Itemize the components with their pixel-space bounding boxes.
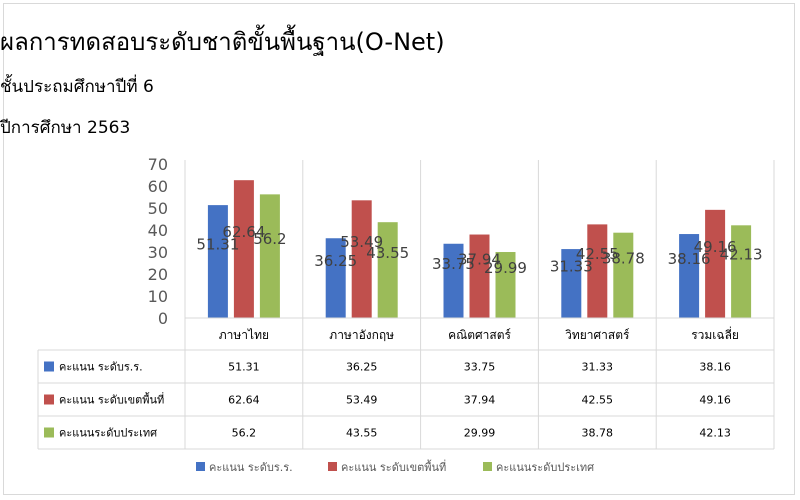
data-label: 51.31: [196, 236, 239, 254]
y-tick-label: 0: [158, 309, 168, 328]
table-legend-key: [44, 361, 54, 372]
category-label: ภาษาไทย: [219, 328, 269, 342]
chart-subtitle-year: ปีการศึกษา 2563: [0, 118, 131, 138]
y-tick-label: 10: [148, 287, 168, 306]
y-tick-label: 60: [148, 177, 168, 196]
data-label: 37.94: [458, 250, 501, 268]
data-label: 42.55: [576, 245, 619, 263]
data-label: 62.64: [222, 223, 265, 241]
legend-label: คะแนน ระดับร.ร.: [209, 461, 293, 474]
table-series-name: คะแนน ระดับเขตพื้นที่: [59, 392, 164, 407]
y-tick-label: 40: [148, 221, 168, 240]
legend-key: [483, 462, 492, 471]
data-label: 38.16: [668, 250, 711, 268]
data-label: 53.49: [340, 233, 383, 251]
category-label: คณิตศาสตร์: [448, 328, 511, 342]
data-label: 43.55: [366, 244, 409, 262]
data-label: 56.2: [253, 230, 286, 248]
data-label: 38.78: [602, 249, 645, 267]
table-cell: 43.55: [346, 427, 378, 440]
y-tick-label: 20: [148, 265, 168, 284]
y-tick-label: 70: [148, 155, 168, 174]
bar: [587, 224, 608, 318]
bar: [259, 194, 280, 318]
table-cell: 62.64: [228, 394, 260, 407]
y-tick-label: 30: [148, 243, 168, 262]
bar: [705, 209, 726, 318]
table-cell: 49.16: [699, 394, 731, 407]
bar: [495, 252, 516, 318]
data-label: 42.13: [720, 246, 763, 264]
table-cell: 31.33: [582, 361, 614, 374]
bar: [233, 180, 254, 318]
table-cell: 33.75: [464, 361, 496, 374]
table-cell: 36.25: [346, 361, 378, 374]
chart-subtitle: ชั้นประถมศึกษาปีที่ 6: [0, 77, 154, 97]
table-cell: 53.49: [346, 394, 378, 407]
data-label: 29.99: [484, 259, 527, 277]
table-cell: 37.94: [464, 394, 496, 407]
legend-label: คะแนน ระดับเขตพื้นที่: [341, 459, 446, 474]
table-cell: 42.13: [699, 427, 731, 440]
bar: [443, 243, 464, 318]
legend-key: [196, 462, 205, 471]
bar: [325, 238, 346, 318]
category-label: รวมเฉลี่ย: [691, 326, 739, 342]
table-cell: 38.78: [582, 427, 614, 440]
bar: [613, 232, 634, 318]
data-label: 33.75: [432, 255, 475, 273]
table-cell: 51.31: [228, 361, 260, 374]
bar: [469, 234, 490, 318]
table-cell: 29.99: [464, 427, 496, 440]
chart-frame: [3, 3, 795, 495]
bar: [561, 249, 582, 318]
table-series-name: คะแนน ระดับร.ร.: [59, 361, 143, 374]
chart-title: ผลการทดสอบระดับชาติขั้นพื้นฐาน(O-Net): [0, 28, 445, 56]
legend-label: คะแนนระดับประเทศ: [496, 461, 594, 474]
bar: [351, 200, 372, 318]
legend-key: [328, 462, 337, 471]
bar: [207, 205, 228, 318]
table-cell: 42.55: [582, 394, 614, 407]
table-legend-key: [44, 394, 54, 405]
category-label: ภาษาอังกฤษ: [329, 328, 394, 342]
bar: [679, 234, 700, 318]
category-label: วิทยาศาสตร์: [565, 328, 630, 342]
data-label: 36.25: [314, 252, 357, 270]
bar: [377, 222, 398, 318]
y-tick-label: 50: [148, 199, 168, 218]
data-label: 49.16: [694, 238, 737, 256]
table-cell: 38.16: [699, 361, 731, 374]
data-label: 31.33: [550, 258, 593, 276]
table-cell: 56.2: [232, 427, 257, 440]
table-legend-key: [44, 427, 54, 438]
bar: [731, 225, 752, 318]
table-series-name: คะแนนระดับประเทศ: [59, 427, 157, 440]
